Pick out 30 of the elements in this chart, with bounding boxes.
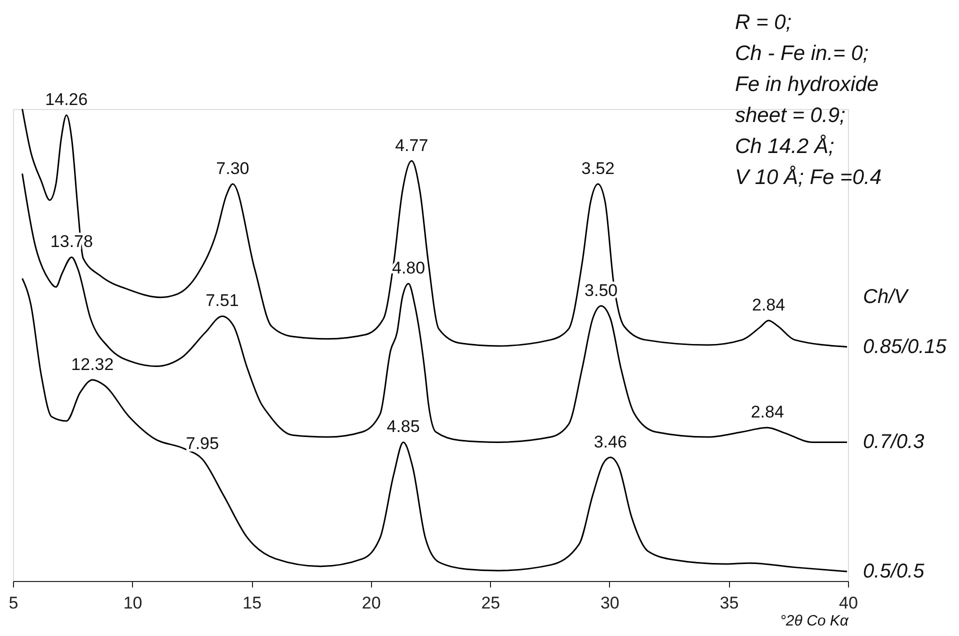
annotation: 14.26: [45, 90, 88, 110]
annotation: 2.84: [750, 402, 784, 422]
x-tick-label: 10: [123, 594, 142, 612]
annotation: Ch 14.2 Å;: [735, 134, 834, 158]
text: Ch - Fe in.= 0;: [735, 42, 869, 65]
x-tick-label: 30: [600, 594, 620, 612]
annotation: 3.52: [581, 159, 615, 178]
x-tick-label: 5: [8, 594, 18, 612]
x-tick-label: 40: [839, 594, 858, 612]
annotation: V 10 Å; Fe =0.4: [735, 165, 882, 189]
annotation: 3.46: [594, 432, 627, 452]
x-tick-label: 15: [242, 594, 262, 612]
series-label: 0.5/0.5: [863, 560, 926, 583]
x-tick-label: 35: [720, 594, 739, 612]
annotation: 7.30: [216, 159, 250, 178]
x-tick-label: 25: [481, 594, 500, 612]
text: Fe in hydroxide: [735, 73, 879, 96]
x-tick-label: 20: [362, 594, 381, 612]
annotation: 7.95: [186, 434, 219, 454]
annotation: 12.32: [71, 354, 114, 374]
annotation: 7.51: [206, 291, 239, 310]
series-label: 0.7/0.3: [863, 431, 924, 454]
x-axis-title: °2θ Co Kα: [780, 612, 849, 630]
annotation: 4.77: [395, 136, 428, 155]
series-label: 0.85/0.15: [863, 336, 948, 358]
annotation: sheet = 0.9;: [735, 104, 846, 127]
legend-title: Ch/V: [863, 286, 910, 308]
annotation: 4.85: [386, 417, 420, 436]
annotation: 2.84: [752, 295, 786, 314]
text: R = 0;: [735, 11, 792, 34]
